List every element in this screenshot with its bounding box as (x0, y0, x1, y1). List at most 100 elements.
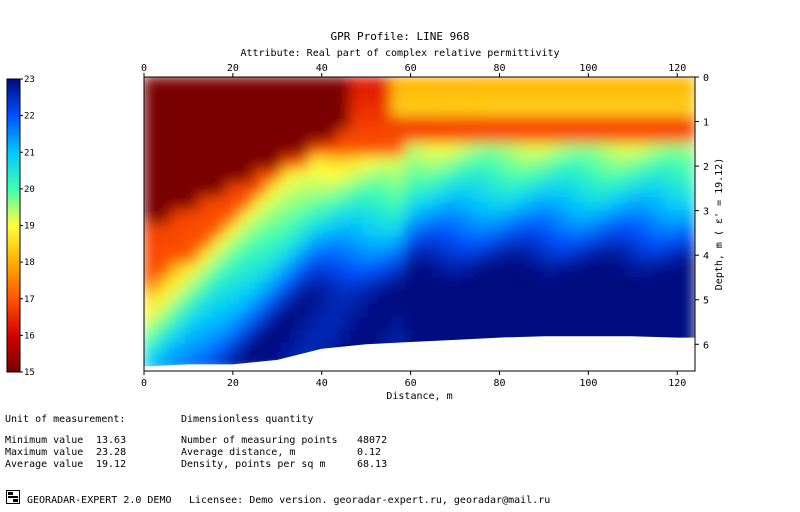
heatmap-cell (294, 156, 311, 172)
heatmap-cell (170, 77, 187, 92)
heatmap-cell (625, 89, 641, 105)
heatmap-cell (335, 263, 352, 279)
heatmap-cell (390, 289, 407, 306)
heatmap-cell (487, 249, 504, 266)
heatmap-cell (225, 77, 242, 92)
heatmap-cell (322, 289, 338, 306)
heatmap-cell (322, 249, 338, 266)
heatmap-cell (390, 102, 407, 119)
x-tick-label-top: 80 (493, 63, 505, 74)
heatmap-cell (156, 77, 173, 92)
heatmap-cell (377, 89, 393, 105)
heatmap-cell (514, 289, 531, 306)
heatmap-cell (666, 89, 683, 105)
heatmap-cell (390, 196, 407, 212)
heatmap-cell (625, 249, 641, 266)
heatmap-cell (542, 182, 559, 199)
heatmap-cell (625, 289, 641, 306)
heatmap-cell (280, 303, 297, 319)
heatmap-cell (377, 196, 393, 212)
heatmap-cell (322, 329, 338, 346)
heatmap-cell (446, 77, 462, 92)
heatmap-cell (418, 102, 435, 119)
heatmap-cell (556, 116, 573, 132)
heatmap-cell (184, 156, 201, 172)
heatmap-cell (418, 116, 435, 132)
heatmap-cell (528, 223, 545, 239)
heatmap-cell (280, 182, 297, 199)
heatmap-cell (170, 276, 187, 292)
heatmap-cell (280, 236, 297, 252)
heatmap-cell (611, 156, 628, 172)
heatmap-cell (184, 263, 201, 279)
heatmap-cell (170, 196, 187, 212)
heatmap-cell (611, 116, 628, 132)
heatmap-cell (432, 142, 449, 159)
heatmap-cell (404, 196, 421, 212)
heatmap-cell (583, 142, 600, 159)
heatmap-cell (404, 209, 421, 225)
heatmap-cell (528, 142, 545, 159)
heatmap-cell (638, 116, 655, 132)
heatmap-cell (170, 303, 187, 319)
heatmap-cell (556, 129, 573, 145)
heatmap-cell (487, 276, 504, 292)
heatmap-cell (570, 156, 586, 172)
heatmap-cell (611, 182, 628, 199)
heatmap-cell (211, 156, 228, 172)
heatmap-cell (638, 209, 655, 225)
heatmap-cell (390, 303, 407, 319)
heatmap-cell (280, 209, 297, 225)
heatmap-cell (652, 289, 669, 306)
heatmap-cell (322, 156, 338, 172)
heatmap-cell (542, 249, 559, 266)
heatmap-cell (377, 303, 393, 319)
heatmap-cell (459, 276, 476, 292)
heatmap-cell (597, 142, 614, 159)
heatmap-cell (144, 316, 159, 332)
heatmap-cell (170, 142, 187, 159)
heatmap-cell (184, 343, 201, 359)
heatmap-cell (156, 89, 173, 105)
heatmap-cell (459, 129, 476, 145)
heatmap-cell (473, 156, 490, 172)
heatmap-cell (583, 196, 600, 212)
heatmap-cell (239, 169, 256, 185)
heatmap-cell (418, 89, 435, 105)
heatmap-cell (156, 196, 173, 212)
heatmap-cell (570, 169, 586, 185)
heatmap-cell (570, 182, 586, 199)
heatmap-cell (335, 276, 352, 292)
x-tick-label-top: 120 (668, 63, 686, 74)
heatmap-cell (514, 263, 531, 279)
heatmap-cell (583, 77, 600, 92)
heatmap-cell (253, 329, 269, 346)
heatmap-cell (666, 129, 683, 145)
product-name: GEORADAR-EXPERT 2.0 DEMO (27, 495, 172, 506)
heatmap-cell (570, 263, 586, 279)
heatmap-cell (377, 77, 393, 92)
y-tick-label: 2 (703, 162, 709, 173)
heatmap-cell (501, 142, 517, 159)
heatmap-cell (404, 276, 421, 292)
heatmap-cell (528, 249, 545, 266)
heatmap-cell (211, 276, 228, 292)
heatmap-cell (556, 289, 573, 306)
heatmap-cell (473, 289, 490, 306)
heatmap-cell (432, 169, 449, 185)
heatmap-cell (583, 169, 600, 185)
heatmap-cell (198, 129, 214, 145)
heatmap-cell (335, 303, 352, 319)
heatmap-cell (294, 142, 311, 159)
heatmap-cell (349, 236, 366, 252)
heatmap-cell (335, 182, 352, 199)
heatmap-cell (253, 102, 269, 119)
heatmap-cell (638, 263, 655, 279)
density-value: 68.13 (357, 459, 388, 470)
heatmap-cell (514, 129, 531, 145)
heatmap-cell (322, 102, 338, 119)
heatmap-cell (487, 156, 504, 172)
heatmap-cell (294, 276, 311, 292)
heatmap-cell (239, 182, 256, 199)
